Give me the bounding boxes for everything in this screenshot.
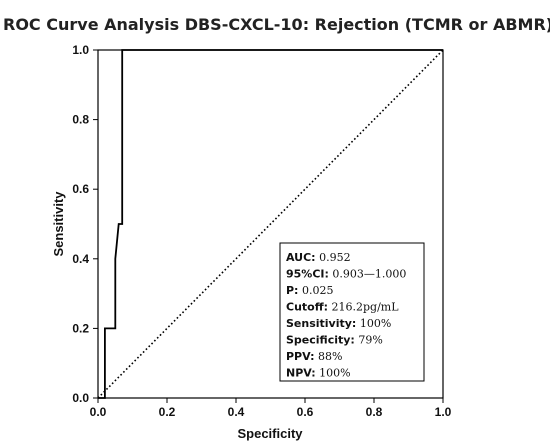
chart-title: ROC Curve Analysis DBS-CXCL-10: Rejectio…: [3, 15, 550, 34]
stat-key: Cutoff:: [286, 301, 328, 314]
stat-value: 0.025: [298, 284, 333, 297]
y-tick-label: 0.6: [72, 182, 89, 196]
stat-value: 88%: [315, 350, 343, 363]
stat-value: 0.903—1.000: [329, 268, 406, 281]
y-tick-label: 0.0: [72, 391, 89, 405]
axis-ticks: 0.0 0.2 0.4 0.6 0.8 1.0 0.0 0.2 0.4 0.6 0.8 1.0: [72, 43, 451, 419]
stat-value: 0.952: [316, 251, 351, 264]
stats-box-frame: [279, 242, 425, 382]
stat-line: AUC: 0.952: [286, 251, 351, 264]
stat-line: 95%CI: 0.903—1.000: [286, 268, 406, 281]
x-axis-label: Specificity: [237, 426, 303, 441]
stat-value: 216.2pg/mL: [328, 301, 399, 314]
stat-key: Sensitivity:: [286, 317, 356, 330]
stat-value: 100%: [316, 367, 351, 380]
stat-value: 100%: [356, 317, 391, 330]
stat-line: Sensitivity: 100%: [286, 317, 391, 330]
stat-key: P:: [286, 284, 298, 297]
y-tick-label: 0.8: [72, 113, 89, 127]
x-tick-label: 0.0: [90, 405, 107, 419]
stat-line: PPV: 88%: [286, 350, 343, 363]
stat-line: Cutoff: 216.2pg/mL: [286, 301, 399, 314]
x-tick-label: 0.2: [159, 405, 176, 419]
stat-line: P: 0.025: [286, 284, 333, 297]
y-tick-label: 0.2: [72, 321, 89, 335]
stat-key: Specificity:: [286, 334, 355, 347]
stat-key: PPV:: [286, 350, 315, 363]
y-tick-label: 1.0: [72, 43, 89, 57]
y-tick-label: 0.4: [72, 252, 89, 266]
x-tick-label: 0.6: [297, 405, 314, 419]
y-axis-label: Sensitivity: [51, 191, 66, 257]
stats-legend-box: AUC: 0.952 95%CI: 0.903—1.000 P: 0.025 Cuto…: [279, 242, 425, 382]
x-tick-label: 0.4: [228, 405, 245, 419]
x-tick-label: 1.0: [435, 405, 452, 419]
stat-value: 79%: [355, 334, 383, 347]
series-layer: [97, 49, 444, 399]
stat-line: NPV: 100%: [286, 367, 351, 380]
stat-key: AUC:: [286, 251, 316, 264]
reference-diagonal-line: [97, 49, 444, 399]
x-tick-label: 0.8: [366, 405, 383, 419]
stat-line: Specificity: 79%: [286, 334, 383, 347]
stat-key: NPV:: [286, 367, 316, 380]
stat-key: 95%CI:: [286, 268, 329, 281]
roc-curve-line: [98, 49, 443, 399]
